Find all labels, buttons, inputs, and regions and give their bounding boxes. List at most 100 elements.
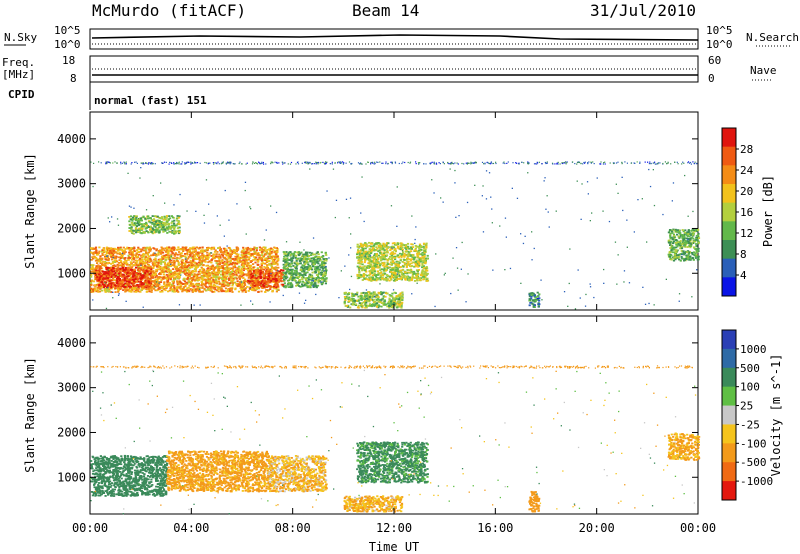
power-cell [291, 257, 294, 260]
power-cell [102, 284, 105, 286]
power-cell [218, 282, 221, 285]
power-cell [254, 284, 258, 287]
power-cell [107, 272, 110, 275]
power-cell [276, 281, 279, 284]
power-cell [147, 284, 150, 286]
power-cell [284, 257, 287, 260]
power-cell [306, 254, 309, 256]
power-cell [184, 271, 187, 273]
power-cell [129, 261, 132, 264]
power-cell [308, 260, 311, 263]
power-cell [192, 254, 196, 257]
power-cell [290, 262, 293, 265]
power-cell [153, 287, 156, 290]
power-cell [366, 257, 370, 260]
power-cell [155, 249, 158, 252]
power-cell [134, 262, 137, 265]
power-cell [177, 273, 180, 276]
power-cell [104, 281, 107, 284]
power-cell [203, 274, 206, 277]
power-cell [182, 270, 185, 273]
power-cell [240, 283, 243, 286]
power-cell [133, 263, 136, 266]
power-cell [359, 262, 362, 265]
power-cell [287, 272, 290, 275]
power-cell [252, 266, 255, 269]
power-cell [202, 279, 205, 282]
power-cell [303, 284, 306, 287]
power-cell [234, 262, 237, 265]
power-cell [192, 275, 195, 278]
power-cell [100, 286, 103, 288]
power-cell [254, 270, 257, 273]
power-cell [170, 259, 173, 262]
power-cell [141, 258, 144, 261]
power-cell [169, 283, 172, 286]
power-cell [110, 291, 113, 293]
power-cell [169, 265, 172, 267]
power-cell [273, 260, 276, 262]
power-cell [194, 257, 197, 260]
power-cell [162, 258, 165, 260]
power-cell [160, 276, 163, 279]
power-cell [243, 289, 246, 292]
power-cell [241, 254, 244, 257]
power-cell [255, 287, 258, 290]
power-cell [249, 261, 252, 263]
power-cell [219, 256, 222, 259]
power-cell [162, 285, 165, 288]
power-cell [96, 276, 99, 278]
power-cell [412, 257, 415, 260]
power-cell [195, 283, 198, 286]
power-cell [148, 287, 151, 290]
power-cell [144, 282, 147, 285]
power-cell [148, 273, 151, 276]
power-cell [210, 259, 213, 262]
power-cell [227, 288, 230, 291]
power-cell [201, 278, 204, 280]
power-cell [106, 273, 109, 275]
power-cell [278, 272, 281, 275]
power-cell [248, 270, 251, 272]
power-cell [273, 268, 277, 271]
power-cell [247, 258, 250, 261]
power-cell [138, 253, 141, 256]
power-cell [104, 290, 107, 293]
power-cell [201, 271, 204, 274]
power-cell [275, 250, 279, 253]
power-cell [95, 251, 98, 254]
power-cell [291, 269, 294, 272]
power-cell [231, 291, 234, 293]
power-cell [170, 275, 173, 278]
power-cell [200, 262, 203, 265]
power-cell [317, 281, 320, 284]
power-cell [261, 272, 264, 274]
power-cell [210, 255, 213, 257]
power-cell [123, 249, 126, 252]
power-cell [323, 262, 326, 264]
power-cell [180, 282, 183, 284]
power-cell [142, 274, 145, 276]
power-cell [159, 261, 162, 264]
power-cell [131, 254, 134, 256]
power-cell [192, 288, 195, 291]
power-cell [128, 278, 131, 281]
power-cell [101, 270, 105, 273]
power-cell [189, 282, 192, 285]
power-cell [243, 252, 246, 255]
power-cell [215, 282, 218, 284]
power-cell [226, 261, 229, 264]
power-cell [144, 280, 147, 283]
power-cell [108, 290, 111, 293]
power-cell [253, 276, 256, 278]
power-cell [267, 280, 270, 283]
power-cell [136, 283, 139, 286]
power-cell [395, 255, 398, 258]
power-cell [231, 283, 234, 285]
power-cell [186, 261, 189, 264]
power-cell [143, 264, 147, 267]
power-cell [103, 289, 106, 292]
power-cell [219, 262, 222, 264]
power-cell [274, 256, 278, 259]
power-cell [182, 278, 185, 281]
